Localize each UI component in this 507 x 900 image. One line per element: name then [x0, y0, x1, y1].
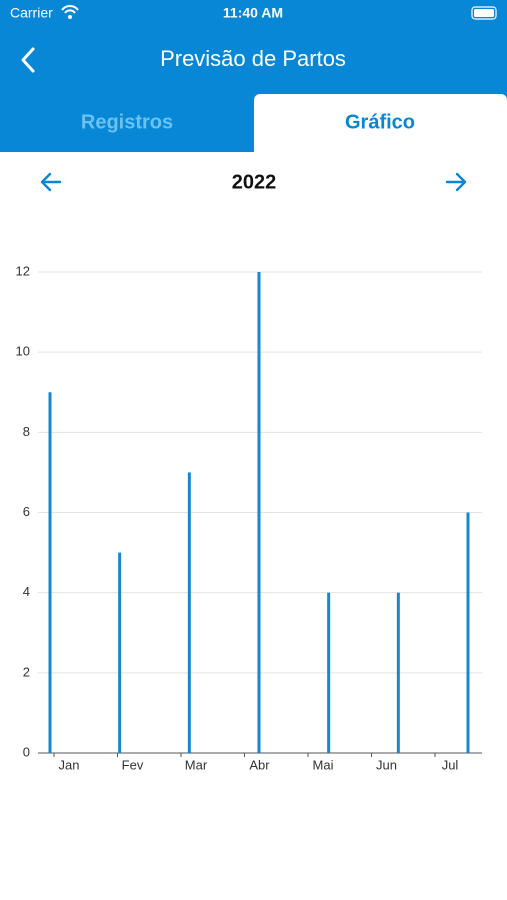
header-title: Previsão de Partos — [160, 46, 346, 71]
tab-registros[interactable]: Registros — [81, 111, 173, 133]
chart: 0 2 4 6 8 10 12 Jan Fev Mar Abr Mai Jun Jul — [16, 263, 482, 772]
next-year[interactable] — [445, 172, 467, 192]
bar — [257, 272, 261, 753]
y-tick-label: 10 — [16, 344, 30, 359]
x-tick-label: Abr — [249, 757, 270, 772]
x-tick-label: Mai — [313, 757, 334, 772]
y-tick-label: 0 — [23, 744, 30, 759]
time: 11:40 AM — [223, 5, 283, 21]
y-tick-label: 12 — [16, 263, 30, 278]
y-tick-label: 8 — [23, 424, 30, 439]
prev-year[interactable] — [40, 172, 62, 192]
x-tick-label: Jun — [376, 757, 397, 772]
bar — [327, 592, 331, 753]
bar — [48, 392, 52, 753]
x-tick-label: Jan — [59, 757, 80, 772]
x-tick-label: Fev — [122, 757, 144, 772]
bar — [466, 512, 470, 753]
wifi-dot — [68, 15, 72, 19]
year: 2022 — [232, 171, 277, 193]
y-tick-label: 2 — [23, 664, 30, 679]
bar — [187, 472, 191, 753]
tab-active-bg — [254, 94, 507, 152]
wifi-icon — [61, 5, 79, 14]
x-tick-label: Mar — [185, 757, 208, 772]
tab-grafico[interactable]: Gráfico — [345, 111, 415, 133]
back-button[interactable] — [21, 47, 35, 73]
y-tick-label: 6 — [23, 504, 30, 519]
x-tick-label: Jul — [442, 757, 459, 772]
bar — [118, 552, 122, 753]
battery-level — [474, 9, 494, 17]
battery — [471, 6, 497, 20]
bar — [396, 592, 400, 753]
carrier: Carrier — [10, 5, 53, 21]
y-tick-label: 4 — [23, 584, 30, 599]
